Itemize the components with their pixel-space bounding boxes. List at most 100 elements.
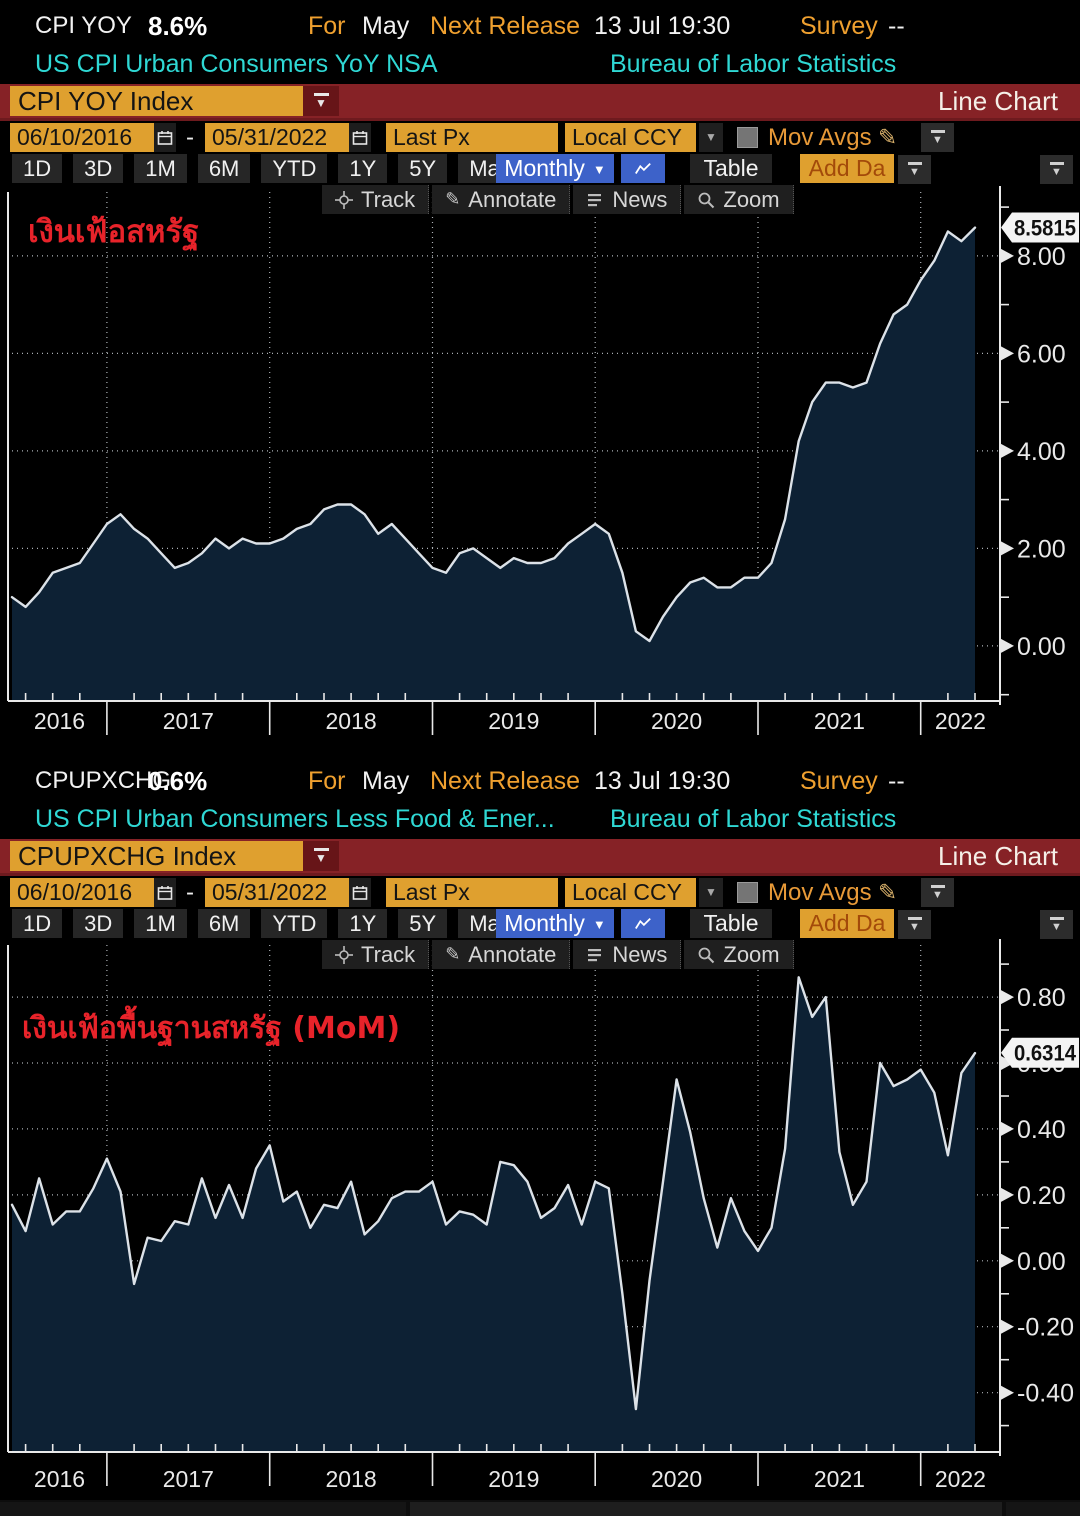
line-chart-icon [635,162,651,174]
price-field-selector[interactable]: Last Px [386,123,558,152]
panel-cpi-yoy: CPI YOY 8.6% For May Next Release 13 Jul… [0,0,1080,755]
more-options-dropdown[interactable]: ▼ [1040,910,1073,939]
security-subheader: US CPI Urban Consumers Less Food & Ener.… [0,801,1080,835]
track-button[interactable]: Track [322,185,430,214]
y-axis-label: 8.00 [1017,243,1066,271]
periodicity-selector[interactable]: Monthly ▼ [496,909,614,938]
range-6m[interactable]: 6M [197,909,251,938]
y-axis-label: -0.20 [1017,1314,1074,1342]
add-data-dropdown[interactable]: ▼ [898,155,931,184]
next-release-time: 13 Jul 19:30 [594,767,731,795]
dropdown-bar-icon [930,130,945,133]
range-ytd[interactable]: YTD [261,909,328,938]
more-options-dropdown[interactable]: ▼ [1040,155,1073,184]
year-label: 2020 [651,708,702,734]
add-data-button[interactable]: Add Da [800,154,894,183]
range-1y[interactable]: 1Y [338,154,388,183]
table-button[interactable]: Table [690,909,772,938]
line-chart-cpi-yoy[interactable]: 8.00 6.00 4.00 2.00 0.00 2016 2017 2018 2019 2020… [0,183,1080,755]
bottom-strip-segment [410,1502,1002,1516]
range-1m[interactable]: 1M [134,154,187,183]
range-ytd[interactable]: YTD [261,154,328,183]
news-button[interactable]: News [573,185,682,214]
year-label: 2020 [651,1466,702,1492]
more-options-dropdown[interactable]: ▼ [921,123,954,152]
chart-annotation: เงินเฟ้อพื้นฐานสหรัฐ (MoM) [22,1011,401,1046]
currency-dropdown-icon[interactable]: ▼ [699,123,723,152]
area-fill [12,977,975,1452]
line-chart-type-button[interactable] [621,154,665,183]
periodicity-selector[interactable]: Monthly ▼ [496,154,614,183]
security-header: CPI YOY 8.6% For May Next Release 13 Jul… [0,8,1080,44]
ticker: CPUPXCHG [35,767,172,794]
range-1d[interactable]: 1D [12,154,63,183]
range-5y[interactable]: 5Y [398,154,448,183]
range-1m[interactable]: 1M [134,909,187,938]
line-chart-type-button[interactable] [621,909,665,938]
add-data-button[interactable]: Add Da [800,909,894,938]
edit-pencil-icon[interactable]: ✎ [878,879,898,905]
range-5y[interactable]: 5Y [398,909,448,938]
range-1d[interactable]: 1D [12,909,63,938]
ticker: CPI YOY [35,12,132,39]
security-subheader: US CPI Urban Consumers YoY NSA Bureau of… [0,46,1080,80]
more-options-dropdown[interactable]: ▼ [921,878,954,907]
for-label: For [308,12,346,40]
calendar-icon[interactable] [349,123,371,152]
annotate-button[interactable]: ✎ Annotate [432,940,571,969]
edit-pencil-icon[interactable]: ✎ [878,124,898,150]
y-axis-label: 0.80 [1017,984,1066,1012]
for-label: For [308,767,346,795]
year-label: 2022 [935,708,986,734]
range-1y[interactable]: 1Y [338,909,388,938]
date-to-field[interactable]: 05/31/2022 [205,123,354,152]
mov-avgs-checkbox[interactable] [737,882,758,903]
track-button[interactable]: Track [322,940,430,969]
title-bar: CPUPXCHG Index ▼ Line Chart [0,839,1080,873]
price-field-selector[interactable]: Last Px [386,878,558,907]
dropdown-bar-icon [313,848,329,851]
news-button[interactable]: News [573,940,682,969]
year-label: 2016 [34,1466,85,1492]
currency-selector[interactable]: Local CCY [565,123,696,152]
date-from-field[interactable]: 06/10/2016 [10,123,159,152]
view-label: Line Chart [938,86,1058,116]
next-release-label: Next Release [430,767,581,795]
zoom-button[interactable]: Zoom [684,940,794,969]
dropdown-bar-icon [1049,162,1064,165]
control-row-ranges: 1D 3D 1M 6M YTD 1Y 5Y Max Monthly ▼ Table Add Da… [0,909,1080,939]
security-input[interactable]: CPUPXCHG Index [10,841,306,871]
x-axis-ticks [24,693,976,735]
table-button[interactable]: Table [690,154,772,183]
security-input[interactable]: CPI YOY Index [10,86,306,116]
range-3d[interactable]: 3D [73,909,124,938]
security-dropdown-icon[interactable]: ▼ [303,86,339,116]
annotate-button[interactable]: ✎ Annotate [432,185,571,214]
security-dropdown-icon[interactable]: ▼ [303,841,339,871]
zoom-button[interactable]: Zoom [684,185,794,214]
range-6m[interactable]: 6M [197,154,251,183]
mov-avgs-checkbox[interactable] [737,127,758,148]
currency-selector[interactable]: Local CCY [565,878,696,907]
date-from-field[interactable]: 06/10/2016 [10,878,159,907]
y-axis-ticks: 8.00 6.00 4.00 2.00 0.00 [1000,206,1066,696]
range-buttons: 1D 3D 1M 6M YTD 1Y 5Y Max [12,154,522,183]
date-to-field[interactable]: 05/31/2022 [205,878,354,907]
calendar-icon[interactable] [154,123,176,152]
chevron-down-icon: ▼ [932,134,943,146]
data-source: Bureau of Labor Statistics [610,805,897,833]
x-axis-ticks [24,1444,976,1486]
line-chart-icon [635,917,651,929]
calendar-icon[interactable] [154,878,176,907]
y-axis-label: 2.00 [1017,535,1066,563]
currency-dropdown-icon[interactable]: ▼ [699,878,723,907]
security-description: US CPI Urban Consumers YoY NSA [35,50,438,78]
for-period: May [362,767,410,795]
year-label: 2019 [488,708,539,734]
line-chart-cpupxchg[interactable]: 0.800.600.400.200.00-0.20-0.402016201720… [0,938,1080,1516]
title-bar-separator [0,873,1080,876]
calendar-icon[interactable] [349,878,371,907]
chart-tool-strip: Track ✎ Annotate News Zoom [322,185,794,214]
range-3d[interactable]: 3D [73,154,124,183]
add-data-dropdown[interactable]: ▼ [898,910,931,939]
